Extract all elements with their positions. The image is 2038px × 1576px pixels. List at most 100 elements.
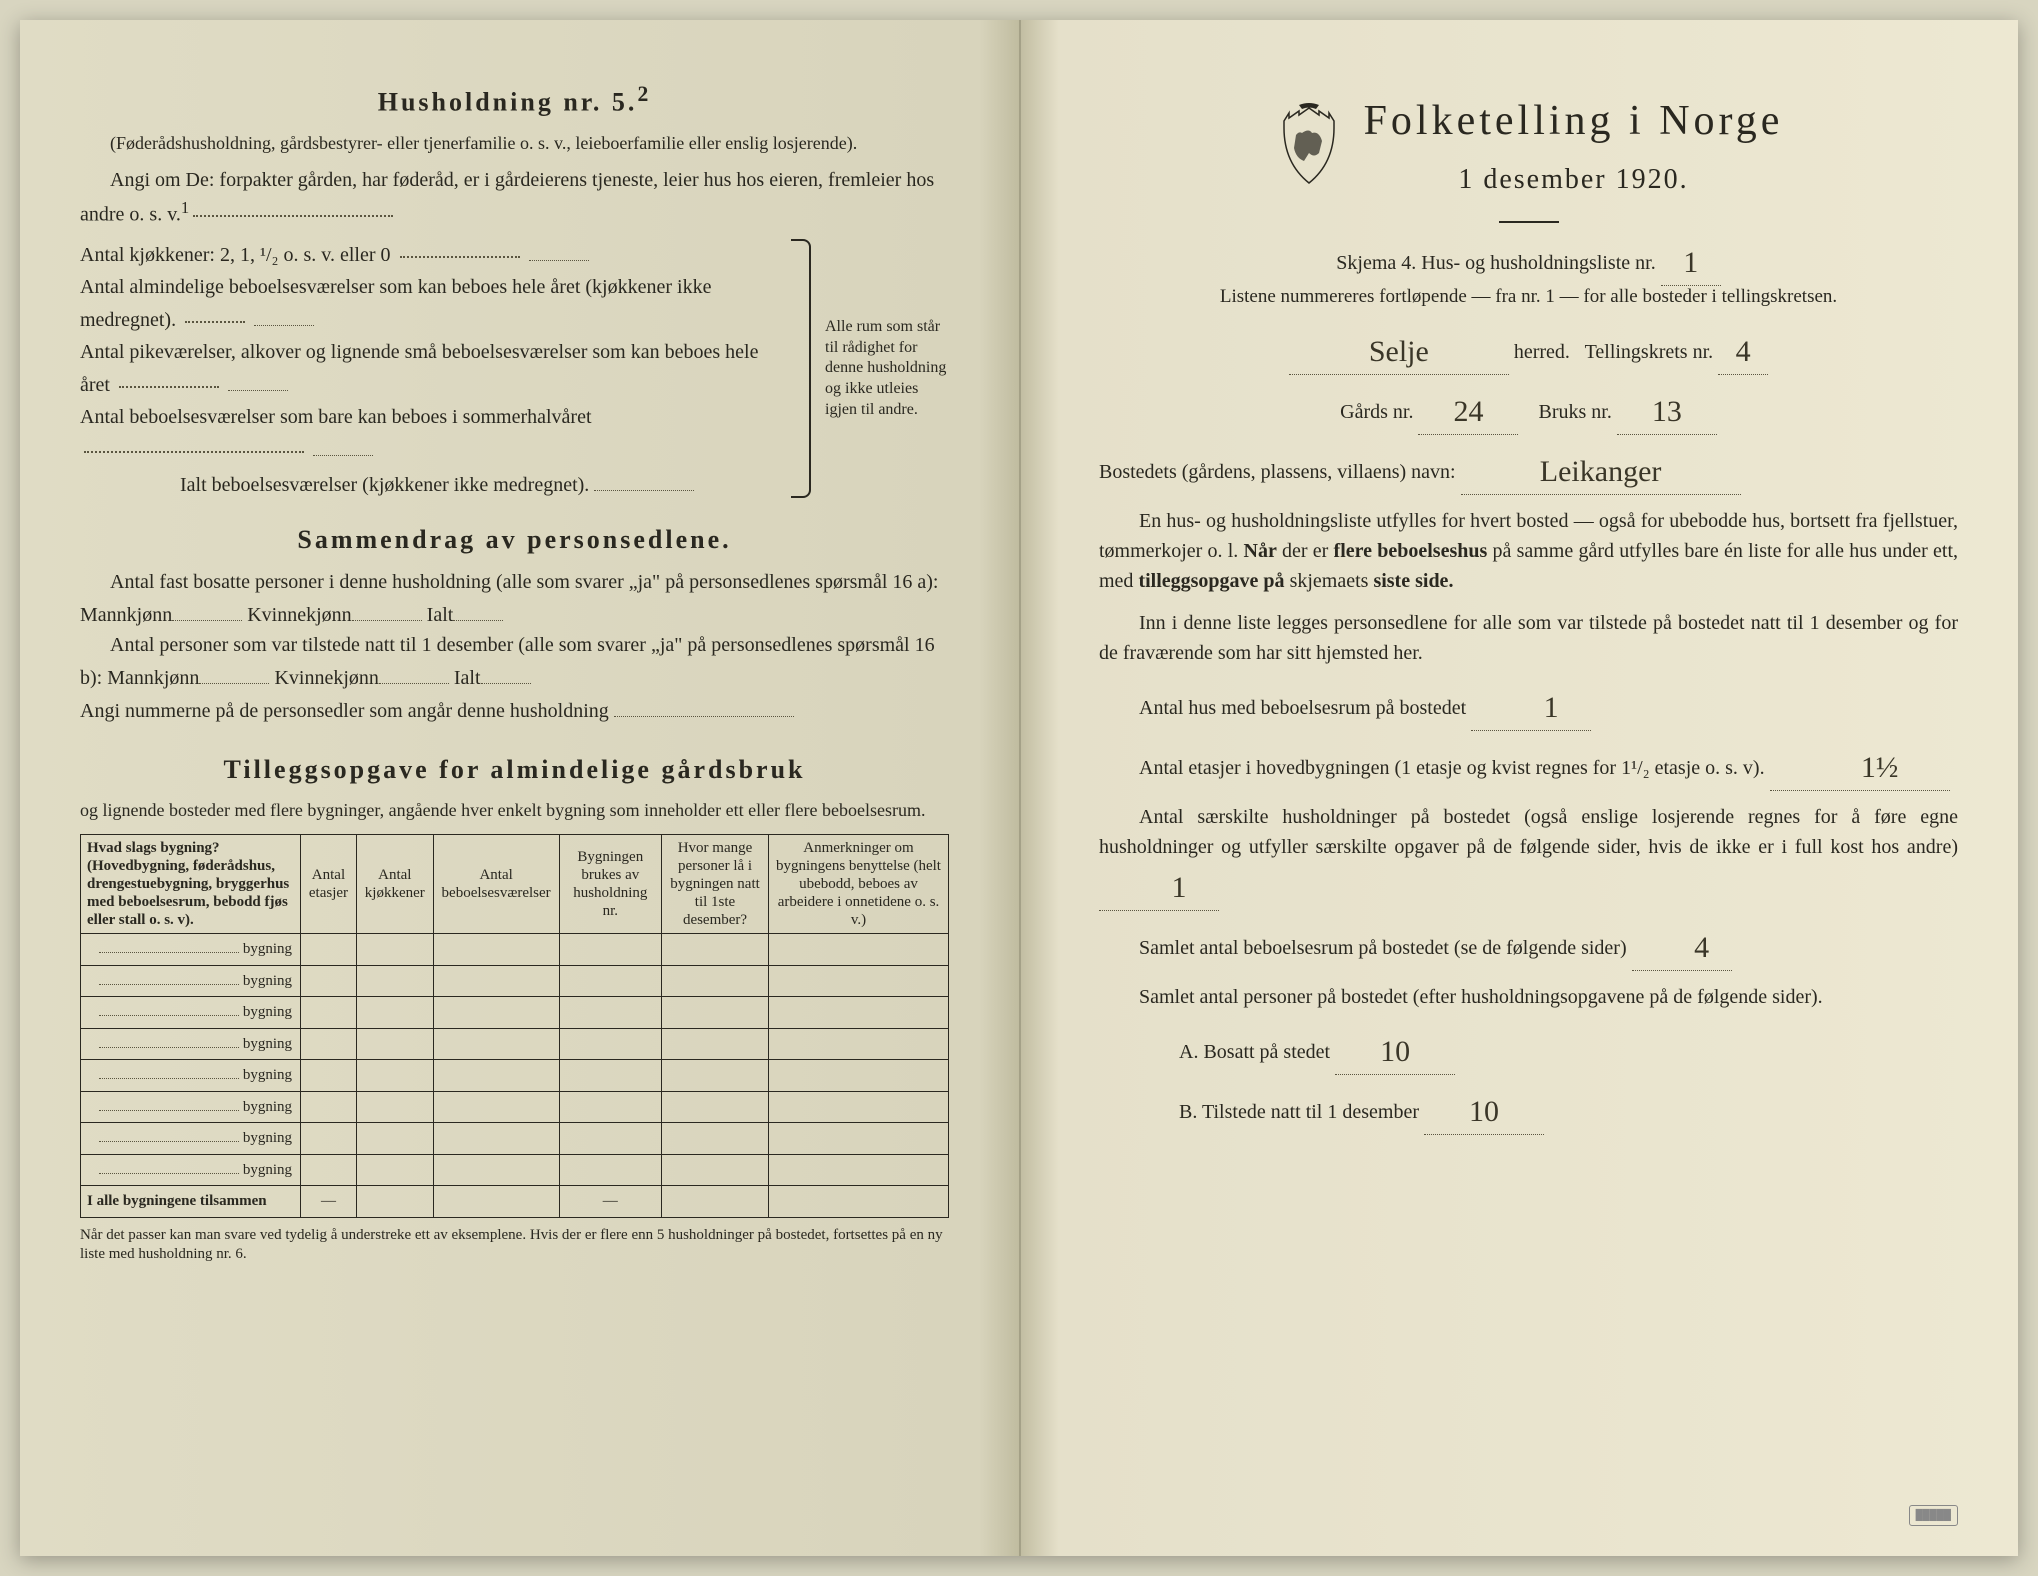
field4-value: 4 [1632, 925, 1732, 971]
kitchen-text: Antal kjøkkener: 2, 1, ¹/₂ o. s. v. elle… [80, 244, 391, 266]
table-row: bygning [81, 1060, 949, 1092]
tellingskrets-nr: 4 [1718, 329, 1768, 375]
tillegg-sub: og lignende bosteder med flere bygninger… [80, 797, 949, 824]
husholdning-title-text: Husholdning nr. 5. [378, 88, 638, 117]
empty-cell [356, 1091, 433, 1123]
th-0: Hvad slags bygning? (Hovedbygning, føder… [81, 835, 301, 934]
field1: Antal hus med beboelsesrum på bostedet 1 [1099, 682, 1958, 728]
empty-cell [559, 1154, 661, 1186]
field3-value: 1 [1099, 865, 1219, 911]
room1-text: Antal almindelige beboelsesværelser som … [80, 276, 711, 331]
th-2: Antal kjøkkener [356, 835, 433, 934]
ialt2 [481, 660, 531, 684]
empty-cell [433, 997, 559, 1029]
husholdning-note: (Føderådshusholdning, gårdsbestyrer- ell… [80, 130, 949, 157]
total-c3 [433, 1186, 559, 1218]
bygning-cell: bygning [81, 1060, 301, 1092]
herred-label: herred. [1514, 341, 1570, 363]
empty-cell [301, 1091, 357, 1123]
empty-cell [356, 934, 433, 966]
kitchen-value [529, 237, 589, 261]
bosted-row: Bostedets (gårdens, plassens, villaens) … [1099, 446, 1958, 492]
archive-stamp: █████ [1909, 1505, 1958, 1526]
empty-cell [433, 1028, 559, 1060]
skjema-nr: 1 [1661, 240, 1721, 286]
empty-cell [769, 997, 949, 1029]
room-line-2: Antal pikeværelser, alkover og lignende … [80, 337, 783, 400]
subtitle: 1 desember 1920. [1364, 159, 1784, 201]
empty-cell [433, 1060, 559, 1092]
husholdning-title: Husholdning nr. 5.2 [80, 78, 949, 122]
sammen3: Angi nummerne på de personsedler som ang… [80, 700, 609, 722]
room3-text: Antal beboelsesværelser som bare kan beb… [80, 406, 592, 428]
empty-cell [559, 1028, 661, 1060]
empty-cell [559, 1060, 661, 1092]
empty-cell [769, 934, 949, 966]
husholdning-sup: 2 [637, 82, 651, 106]
para1: En hus- og husholdningsliste utfylles fo… [1099, 506, 1958, 596]
bosted-label: Bostedets (gårdens, plassens, villaens) … [1099, 461, 1456, 483]
empty-cell [356, 1154, 433, 1186]
empty-cell [301, 1060, 357, 1092]
empty-cell [433, 934, 559, 966]
census-document: Husholdning nr. 5.2 (Føderådshusholdning… [20, 20, 2018, 1556]
field5: Samlet antal personer på bostedet (efter… [1099, 982, 1958, 1012]
right-page: Folketelling i Norge 1 desember 1920. Sk… [1019, 20, 2018, 1556]
title-block: Folketelling i Norge 1 desember 1920. [1364, 90, 1784, 201]
empty-cell [662, 1123, 769, 1155]
empty-cell [301, 1154, 357, 1186]
th-3: Antal beboelsesværelser [433, 835, 559, 934]
bruks-label: Bruks nr. [1538, 401, 1611, 423]
kitchen-fill [400, 256, 520, 258]
th-1: Antal etasjer [301, 835, 357, 934]
field3-label: Antal særskilte husholdninger på bostede… [1099, 806, 1958, 858]
table-row: bygning [81, 1091, 949, 1123]
empty-cell [769, 1154, 949, 1186]
empty-cell [559, 1123, 661, 1155]
tillegg-title: Tilleggsopgave for almindelige gårdsbruk [80, 750, 949, 789]
sammen-line2: Antal personer som var tilstede natt til… [80, 630, 949, 693]
farm-table: Hvad slags bygning? (Hovedbygning, føder… [80, 834, 949, 1218]
angi-fill [193, 215, 393, 217]
sammen-line1: Antal fast bosatte personer i denne hush… [80, 567, 949, 630]
table-row: bygning [81, 934, 949, 966]
coat-of-arms-icon [1274, 103, 1344, 188]
angi-line: Angi om De: forpakter gården, har føderå… [80, 165, 949, 230]
empty-cell [356, 997, 433, 1029]
ialt-text: Ialt beboelsesværelser (kjøkkener ikke m… [180, 474, 589, 496]
room2-fill [119, 386, 219, 388]
room3-fill [84, 451, 304, 453]
fieldB-value: 10 [1424, 1089, 1544, 1135]
herred-value: Selje [1289, 329, 1509, 375]
table-row: bygning [81, 1154, 949, 1186]
th-4: Bygningen brukes av husholdning nr. [559, 835, 661, 934]
sammen2b: Kvinnekjønn [274, 667, 378, 689]
field2-label: Antal etasjer i hovedbygningen (1 etasje… [1139, 757, 1765, 779]
table-row: bygning [81, 965, 949, 997]
bygning-cell: bygning [81, 1154, 301, 1186]
empty-cell [769, 1091, 949, 1123]
sammen1b: Kvinnekjønn [247, 604, 351, 626]
empty-cell [769, 1123, 949, 1155]
title-rule [1499, 221, 1559, 223]
room1-value [254, 302, 314, 326]
field4: Samlet antal beboelsesrum på bostedet (s… [1099, 922, 1958, 968]
empty-cell [433, 1154, 559, 1186]
footnote: Når det passer kan man svare ved tydelig… [80, 1226, 949, 1265]
empty-cell [769, 1028, 949, 1060]
bygning-cell: bygning [81, 1028, 301, 1060]
gards-row: Gårds nr. 24 Bruks nr. 13 [1099, 386, 1958, 432]
room1-fill [185, 321, 245, 323]
farm-tbody: bygning bygning bygning bygning bygning … [81, 934, 949, 1186]
ialt1 [453, 597, 503, 621]
bygning-cell: bygning [81, 1091, 301, 1123]
total-label: I alle bygningene tilsammen [81, 1186, 301, 1218]
empty-cell [662, 1028, 769, 1060]
field1-label: Antal hus med beboelsesrum på bostedet [1139, 697, 1466, 719]
total-dash2: — [559, 1186, 661, 1218]
empty-cell [559, 934, 661, 966]
bygning-cell: bygning [81, 965, 301, 997]
empty-cell [433, 1091, 559, 1123]
angi-sup: 1 [181, 198, 189, 217]
table-row: bygning [81, 997, 949, 1029]
